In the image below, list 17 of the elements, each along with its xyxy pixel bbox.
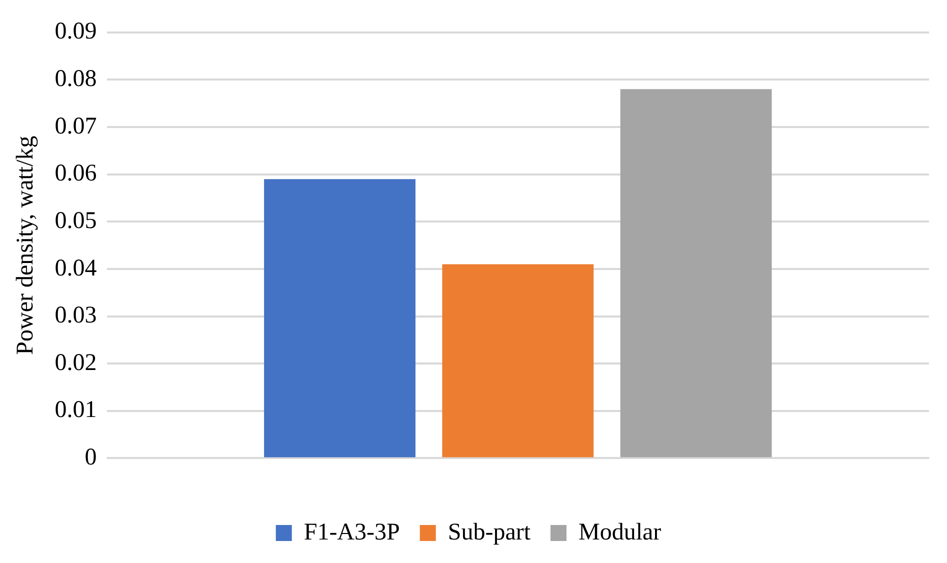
y-tick-label: 0.09	[54, 18, 97, 45]
y-tick-label: 0	[84, 444, 97, 470]
y-tick-label: 0.04	[54, 255, 97, 282]
legend-label: F1-A3-3P	[304, 519, 400, 546]
y-tick-label: 0.03	[54, 302, 97, 329]
y-axis-title: Power density, watt/kg	[12, 136, 39, 355]
y-tick-label: 0.06	[54, 160, 97, 187]
y-tick-label: 0.05	[54, 208, 97, 234]
bar	[264, 179, 416, 458]
legend-label: Sub-part	[448, 519, 531, 546]
bar	[442, 264, 594, 458]
bar	[620, 89, 772, 458]
y-tick-label: 0.02	[54, 350, 97, 376]
legend-label: Modular	[578, 519, 662, 546]
y-tick-label: 0.08	[54, 66, 97, 92]
y-tick-label: 0.01	[54, 397, 97, 424]
y-tick-label: 0.07	[54, 113, 97, 140]
